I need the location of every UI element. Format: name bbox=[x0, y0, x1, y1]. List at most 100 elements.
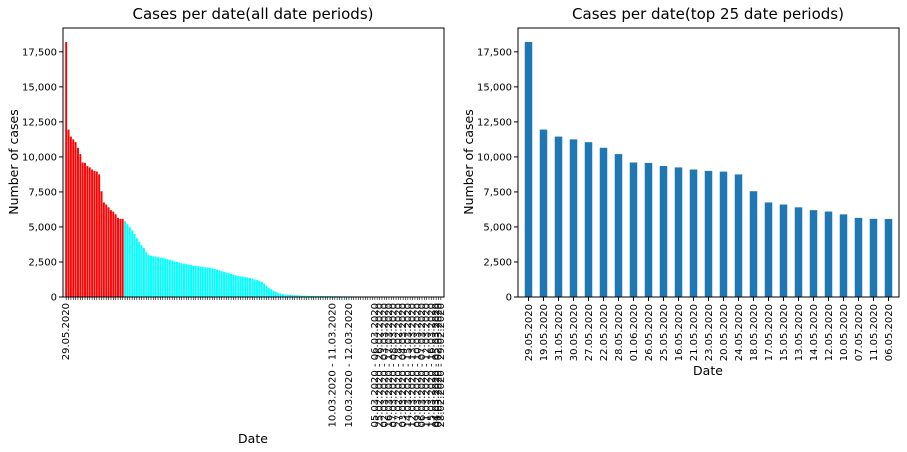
bar bbox=[689, 169, 698, 297]
bar bbox=[76, 147, 79, 297]
bar bbox=[69, 136, 72, 297]
x-tick-label: 15.03.2020 - 16.03.2020 bbox=[426, 303, 437, 427]
x-tick-label: 30.05.2020 bbox=[569, 304, 580, 361]
bar bbox=[112, 211, 115, 297]
x-tick-label: 24.05.2020 bbox=[734, 304, 745, 361]
bar bbox=[173, 261, 176, 297]
y-tick-label: 2,500 bbox=[28, 257, 57, 268]
y-tick-label: 2,500 bbox=[483, 257, 512, 268]
bar bbox=[232, 274, 235, 297]
x-tick-label: 28.05.2020 bbox=[614, 304, 625, 361]
bar bbox=[218, 270, 221, 297]
x-tick-label: 03.03.2020 - 04.03.2020 bbox=[398, 303, 409, 427]
bar bbox=[734, 174, 743, 297]
bar bbox=[166, 259, 169, 297]
chart-right-ylabel: Number of cases bbox=[461, 109, 476, 214]
bar bbox=[270, 289, 273, 297]
bar bbox=[584, 142, 593, 297]
bar bbox=[253, 279, 256, 297]
y-tick-label: 5,000 bbox=[483, 222, 512, 233]
bar bbox=[93, 170, 96, 297]
bar bbox=[145, 252, 148, 297]
bar bbox=[131, 230, 134, 297]
bar bbox=[114, 214, 117, 297]
bar bbox=[749, 191, 758, 297]
bar bbox=[107, 207, 110, 297]
chart-right-frame bbox=[517, 27, 900, 298]
bar bbox=[293, 295, 296, 297]
bar bbox=[281, 294, 284, 297]
bar bbox=[244, 277, 247, 297]
x-tick-label: 18.05.2020 bbox=[749, 304, 760, 361]
bar bbox=[216, 269, 218, 297]
x-tick-label: 29.05.2020 bbox=[61, 303, 72, 360]
bar bbox=[719, 171, 728, 297]
chart-left-y-axis: 0 2,500 5,000 7,500 10,000 12,500 15,000 17,500 bbox=[22, 47, 63, 304]
bar bbox=[234, 275, 237, 297]
chart-right-xlabel: Date bbox=[693, 363, 723, 378]
bar bbox=[147, 254, 150, 297]
x-tick-label: 31.05.2020 bbox=[554, 304, 565, 361]
bar bbox=[314, 295, 317, 297]
chart-left-ylabel: Number of cases bbox=[6, 109, 21, 214]
x-tick-label: 07.03.2020 - 08.03.2020 bbox=[389, 303, 400, 427]
x-tick-label: 26.05.2020 bbox=[644, 304, 655, 361]
chart-left-frame bbox=[62, 27, 445, 298]
bar bbox=[307, 295, 310, 297]
x-tick-label: 01.03.2020 - 02.03.2020 bbox=[433, 303, 444, 427]
bar bbox=[161, 257, 164, 297]
bar bbox=[98, 174, 101, 297]
x-tick-label: 25.05.2020 bbox=[659, 304, 670, 361]
bar bbox=[249, 278, 251, 297]
bar bbox=[794, 207, 803, 297]
chart-all-periods: Cases per date(all date periods) 0 2,500 5… bbox=[6, 5, 447, 446]
bar bbox=[79, 154, 82, 297]
x-tick-label: 25.02.2020 - 26.02.2020 bbox=[375, 303, 386, 427]
bar bbox=[644, 162, 653, 297]
x-tick-label: 19.05.2020 bbox=[539, 304, 550, 361]
bar bbox=[265, 285, 268, 297]
bar bbox=[164, 258, 167, 297]
x-tick-label: 16.05.2020 bbox=[674, 304, 685, 361]
y-tick-label: 7,500 bbox=[483, 187, 512, 198]
bar bbox=[524, 42, 533, 298]
bar bbox=[674, 167, 683, 297]
y-tick-label: 12,500 bbox=[22, 117, 57, 128]
bar bbox=[223, 271, 226, 297]
y-tick-label: 5,000 bbox=[28, 222, 57, 233]
bar bbox=[95, 171, 98, 297]
chart-right-y-axis: 0 2,500 5,000 7,500 10,000 12,500 15,000 17,500 bbox=[477, 47, 518, 304]
bar bbox=[284, 294, 287, 297]
bar bbox=[279, 293, 282, 297]
bar bbox=[599, 147, 608, 297]
bar bbox=[190, 265, 193, 297]
bar bbox=[272, 290, 275, 297]
bar bbox=[206, 267, 209, 297]
y-tick-label: 0 bbox=[506, 293, 512, 304]
bar bbox=[201, 266, 204, 297]
chart-top-25-periods: Cases per date(top 25 date periods) 0 2,5… bbox=[461, 5, 900, 378]
x-tick-label: 15.05.2020 bbox=[779, 304, 790, 361]
x-tick-label: 11.05.2020 bbox=[869, 304, 880, 361]
bar bbox=[211, 268, 214, 297]
bar bbox=[72, 139, 75, 297]
bar bbox=[208, 267, 211, 297]
bar bbox=[88, 167, 91, 297]
bar bbox=[180, 263, 183, 298]
bar bbox=[274, 291, 277, 297]
bar bbox=[305, 295, 308, 297]
bar bbox=[227, 273, 230, 297]
bar bbox=[291, 295, 294, 297]
bar bbox=[199, 266, 202, 297]
bar bbox=[152, 256, 155, 297]
bar bbox=[197, 266, 200, 297]
bar bbox=[239, 276, 242, 297]
bar bbox=[258, 280, 261, 297]
x-tick-label: 21.05.2020 bbox=[689, 304, 700, 361]
x-tick-label: 11.03.2020 - 12.03.2020 bbox=[422, 303, 433, 427]
bar bbox=[175, 261, 178, 297]
bar bbox=[142, 247, 145, 297]
x-tick-label: 20.05.2020 bbox=[719, 304, 730, 361]
y-tick-label: 15,000 bbox=[22, 82, 57, 93]
bar bbox=[230, 273, 233, 297]
